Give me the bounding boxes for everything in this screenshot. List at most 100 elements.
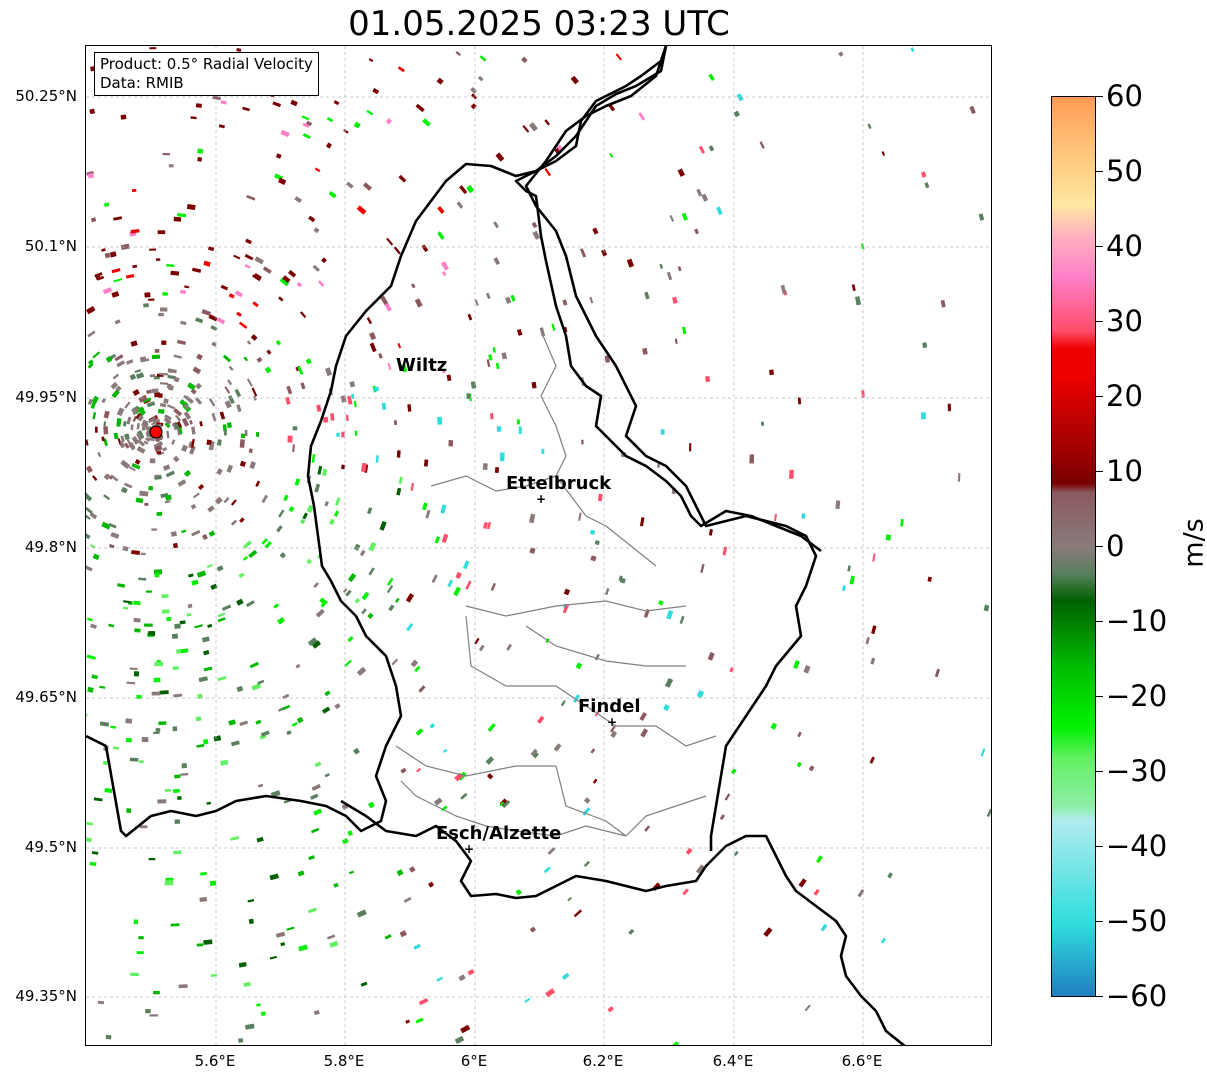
velocity-echo bbox=[573, 909, 583, 918]
velocity-echo bbox=[99, 721, 110, 727]
velocity-echo bbox=[729, 667, 734, 673]
velocity-echo bbox=[254, 256, 264, 265]
velocity-echo bbox=[553, 743, 562, 752]
velocity-echo bbox=[132, 389, 140, 397]
velocity-echo bbox=[110, 381, 119, 390]
velocity-echo bbox=[156, 258, 161, 261]
velocity-echo bbox=[278, 509, 285, 518]
velocity-echo bbox=[934, 668, 940, 678]
velocity-echo bbox=[128, 466, 136, 472]
velocity-echo bbox=[266, 349, 272, 355]
velocity-echo bbox=[134, 459, 141, 465]
velocity-echo bbox=[149, 47, 157, 50]
velocity-echo bbox=[539, 327, 546, 337]
velocity-echo bbox=[244, 253, 254, 261]
velocity-echo bbox=[177, 479, 187, 487]
velocity-echo bbox=[570, 75, 579, 85]
velocity-echo bbox=[89, 512, 98, 520]
velocity-echo bbox=[184, 395, 194, 404]
velocity-echo bbox=[314, 167, 321, 173]
velocity-echo bbox=[165, 494, 172, 501]
velocity-echo bbox=[170, 270, 180, 276]
velocity-echo bbox=[414, 298, 423, 308]
velocity-echo bbox=[708, 73, 715, 82]
velocity-echo bbox=[162, 464, 171, 471]
velocity-echo bbox=[695, 864, 705, 874]
velocity-echo bbox=[103, 410, 110, 419]
lat-label: 49.95°N bbox=[15, 388, 77, 406]
velocity-echo bbox=[615, 53, 622, 61]
velocity-echo bbox=[120, 486, 128, 494]
velocity-echo bbox=[95, 275, 101, 281]
velocity-echo bbox=[133, 617, 141, 623]
velocity-echo bbox=[302, 512, 308, 520]
velocity-echo bbox=[180, 529, 187, 534]
velocity-echo bbox=[155, 435, 163, 443]
velocity-echo bbox=[510, 294, 516, 302]
velocity-echo bbox=[478, 644, 485, 652]
velocity-echo bbox=[233, 254, 241, 260]
velocity-echo bbox=[256, 356, 263, 363]
velocity-echo bbox=[197, 156, 203, 162]
velocity-echo bbox=[347, 573, 357, 583]
velocity-echo bbox=[841, 585, 846, 592]
velocity-echo bbox=[803, 665, 811, 674]
velocity-echo bbox=[763, 927, 773, 938]
velocity-echo bbox=[243, 356, 249, 362]
velocity-echo bbox=[275, 153, 282, 159]
colorbar-tick-mark bbox=[1096, 96, 1103, 97]
velocity-echo bbox=[294, 478, 301, 486]
velocity-echo bbox=[698, 145, 706, 154]
velocity-echo bbox=[666, 610, 674, 620]
velocity-echo bbox=[314, 483, 321, 493]
velocity-echo bbox=[173, 376, 180, 383]
velocity-echo bbox=[335, 497, 341, 506]
velocity-echo bbox=[246, 340, 252, 345]
velocity-echo bbox=[156, 511, 163, 516]
velocity-echo bbox=[97, 451, 102, 458]
velocity-echo bbox=[433, 797, 443, 806]
colorbar-tick-mark bbox=[1096, 996, 1103, 997]
velocity-echo bbox=[124, 401, 131, 409]
velocity-echo bbox=[195, 103, 202, 108]
velocity-echo bbox=[927, 576, 932, 582]
velocity-echo bbox=[368, 541, 377, 552]
velocity-echo bbox=[724, 793, 731, 801]
velocity-echo bbox=[218, 124, 225, 129]
velocity-echo bbox=[798, 878, 807, 888]
velocity-echo bbox=[354, 597, 361, 604]
velocity-echo bbox=[441, 368, 446, 374]
velocity-echo bbox=[310, 793, 319, 800]
velocity-echo bbox=[422, 118, 431, 127]
velocity-echo bbox=[256, 836, 264, 843]
velocity-echo bbox=[162, 446, 168, 452]
velocity-echo bbox=[380, 295, 389, 306]
velocity-echo bbox=[273, 603, 280, 609]
velocity-echo bbox=[610, 725, 616, 733]
velocity-echo bbox=[353, 121, 361, 129]
velocity-echo bbox=[401, 363, 408, 373]
colorbar-tick-label: −20 bbox=[1106, 679, 1168, 713]
velocity-echo bbox=[122, 606, 129, 610]
velocity-echo bbox=[230, 836, 240, 841]
colorbar-tick-label: 30 bbox=[1106, 304, 1143, 338]
velocity-echo bbox=[393, 246, 401, 255]
velocity-echo bbox=[125, 718, 133, 724]
velocity-echo bbox=[164, 414, 172, 421]
velocity-echo bbox=[196, 744, 205, 748]
velocity-echo bbox=[372, 87, 380, 95]
velocity-echo bbox=[207, 246, 215, 252]
radar-map[interactable]: Wiltz Ettelbruck + Findel + Esch/Alzette + bbox=[85, 45, 992, 1046]
city-label: Esch/Alzette bbox=[436, 823, 561, 844]
velocity-echo bbox=[164, 880, 174, 886]
velocity-echo bbox=[275, 931, 286, 938]
velocity-echo bbox=[434, 536, 440, 544]
velocity-echo bbox=[92, 351, 101, 359]
velocity-echo bbox=[774, 513, 777, 522]
velocity-echo bbox=[223, 496, 230, 504]
velocity-echo bbox=[123, 482, 133, 489]
velocity-echo bbox=[495, 362, 500, 370]
velocity-echo bbox=[297, 870, 305, 877]
velocity-echo bbox=[116, 360, 126, 368]
velocity-echo bbox=[91, 674, 99, 680]
